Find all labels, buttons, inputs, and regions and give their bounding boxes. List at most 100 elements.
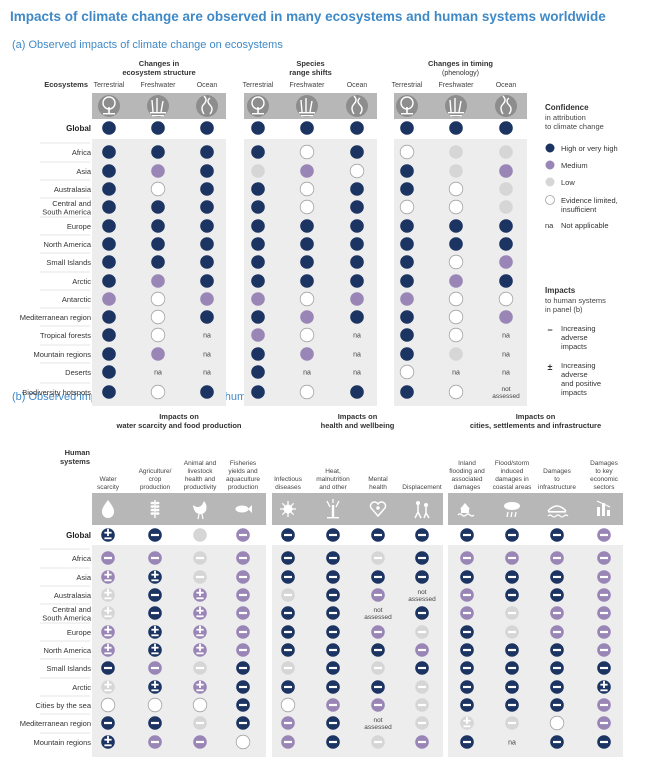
confidence-dot (200, 310, 214, 324)
confidence-dot (499, 255, 513, 269)
confidence-dot (200, 237, 214, 251)
confidence-dot (299, 327, 315, 343)
confidence-dot (399, 364, 415, 380)
not-applicable-label: na (452, 370, 460, 377)
row-label: Africa (72, 148, 92, 157)
adverse-minus-mark (463, 648, 471, 652)
row-label: Australasia (54, 185, 92, 194)
impact-dot (193, 528, 207, 542)
row-label: North America (43, 240, 91, 249)
confidence-dot (102, 219, 116, 233)
global-label: Global (66, 124, 91, 133)
legend-plusminus-label: Increasing (561, 361, 596, 370)
adverse-minus-mark (418, 721, 426, 725)
legend-plusminus-symbol: ± (548, 362, 553, 372)
row-header: Ecosystems (44, 80, 88, 89)
adverse-minus-mark (553, 740, 561, 744)
adverse-minus-mark (196, 721, 204, 725)
group-header: ecosystem structure (122, 68, 195, 77)
not-applicable-label: na (154, 370, 162, 377)
confidence-dot (102, 182, 116, 196)
adverse-minus-mark (418, 703, 426, 707)
adverse-minus-mark (151, 666, 159, 670)
plus-minus-mark (154, 625, 156, 633)
confidence-dot (200, 164, 214, 178)
plus-minus-mark (104, 597, 112, 600)
adverse-minus-mark (196, 740, 204, 744)
adverse-minus-mark (463, 666, 471, 670)
adverse-minus-mark (418, 533, 426, 537)
adverse-minus-mark (418, 740, 426, 744)
legend-dot (545, 160, 555, 170)
tree-icon (400, 96, 414, 115)
adverse-minus-mark (508, 630, 516, 634)
adverse-minus-mark (508, 703, 516, 707)
confidence-dot (299, 199, 315, 215)
column-header: diseases (275, 484, 301, 491)
plus-minus-mark (107, 570, 109, 578)
not-applicable-label: na (303, 370, 311, 377)
confidence-dot (151, 200, 165, 214)
not-assessed-label: not (501, 386, 510, 393)
confidence-dot (448, 254, 464, 270)
column-header: to (554, 476, 560, 483)
adverse-minus-mark (600, 721, 608, 725)
not-applicable-label: na (203, 352, 211, 359)
adverse-minus-mark (553, 575, 561, 579)
group-header: health and wellbeing (321, 421, 395, 430)
confidence-dot (251, 237, 265, 251)
confidence-dot (299, 291, 315, 307)
adverse-minus-mark (600, 556, 608, 560)
icon-band (272, 493, 443, 525)
confidence-dot (399, 144, 415, 160)
global-row-bg (56, 525, 626, 543)
adverse-minus-mark (600, 703, 608, 707)
confidence-dot (350, 237, 364, 251)
global-dot (151, 121, 165, 135)
confidence-dot (251, 164, 265, 178)
column-header: Water (99, 476, 117, 483)
not-assessed-label: assessed (492, 393, 520, 400)
reeds-icon (299, 98, 315, 117)
confidence-dot (299, 181, 315, 197)
confidence-dot (102, 164, 116, 178)
row-label: North America (43, 646, 91, 655)
confidence-dot (499, 200, 513, 214)
plus-minus-mark (600, 689, 608, 692)
column-header: livestock (188, 468, 214, 475)
global-dot (300, 121, 314, 135)
displacement-icon (414, 501, 430, 519)
adverse-minus-mark (600, 611, 608, 615)
adverse-minus-mark (553, 556, 561, 560)
confidence-dot (448, 181, 464, 197)
adverse-minus-mark (284, 593, 292, 597)
confidence-dot (251, 255, 265, 269)
adverse-minus-mark (284, 648, 292, 652)
column-header: sectors (594, 484, 616, 491)
confidence-dot (350, 292, 364, 306)
panel-a-heading: (a) Observed impacts of climate change o… (12, 39, 283, 51)
fish-icon (235, 505, 252, 513)
column-header: aquaculture (226, 476, 260, 483)
confidence-dot (400, 255, 414, 269)
adverse-minus-mark (239, 533, 247, 537)
adverse-minus-mark (196, 666, 204, 670)
adverse-minus-mark (508, 593, 516, 597)
adverse-minus-mark (553, 648, 561, 652)
legend-plusminus-label: and positive (561, 379, 601, 388)
legend-dot (545, 177, 555, 187)
plus-minus-mark (196, 634, 204, 637)
adverse-minus-mark (239, 556, 247, 560)
legend-minus-label: impacts (561, 342, 587, 351)
column-header: Ocean (496, 82, 517, 89)
column-header: Ocean (197, 82, 218, 89)
impact-dot (280, 697, 296, 713)
adverse-minus-mark (329, 703, 337, 707)
icon-badge (147, 95, 169, 117)
adverse-minus-mark (374, 575, 382, 579)
impact-dot (147, 697, 163, 713)
column-header: production (140, 484, 171, 491)
row-label: South America (42, 614, 92, 623)
confidence-dot (150, 181, 166, 197)
